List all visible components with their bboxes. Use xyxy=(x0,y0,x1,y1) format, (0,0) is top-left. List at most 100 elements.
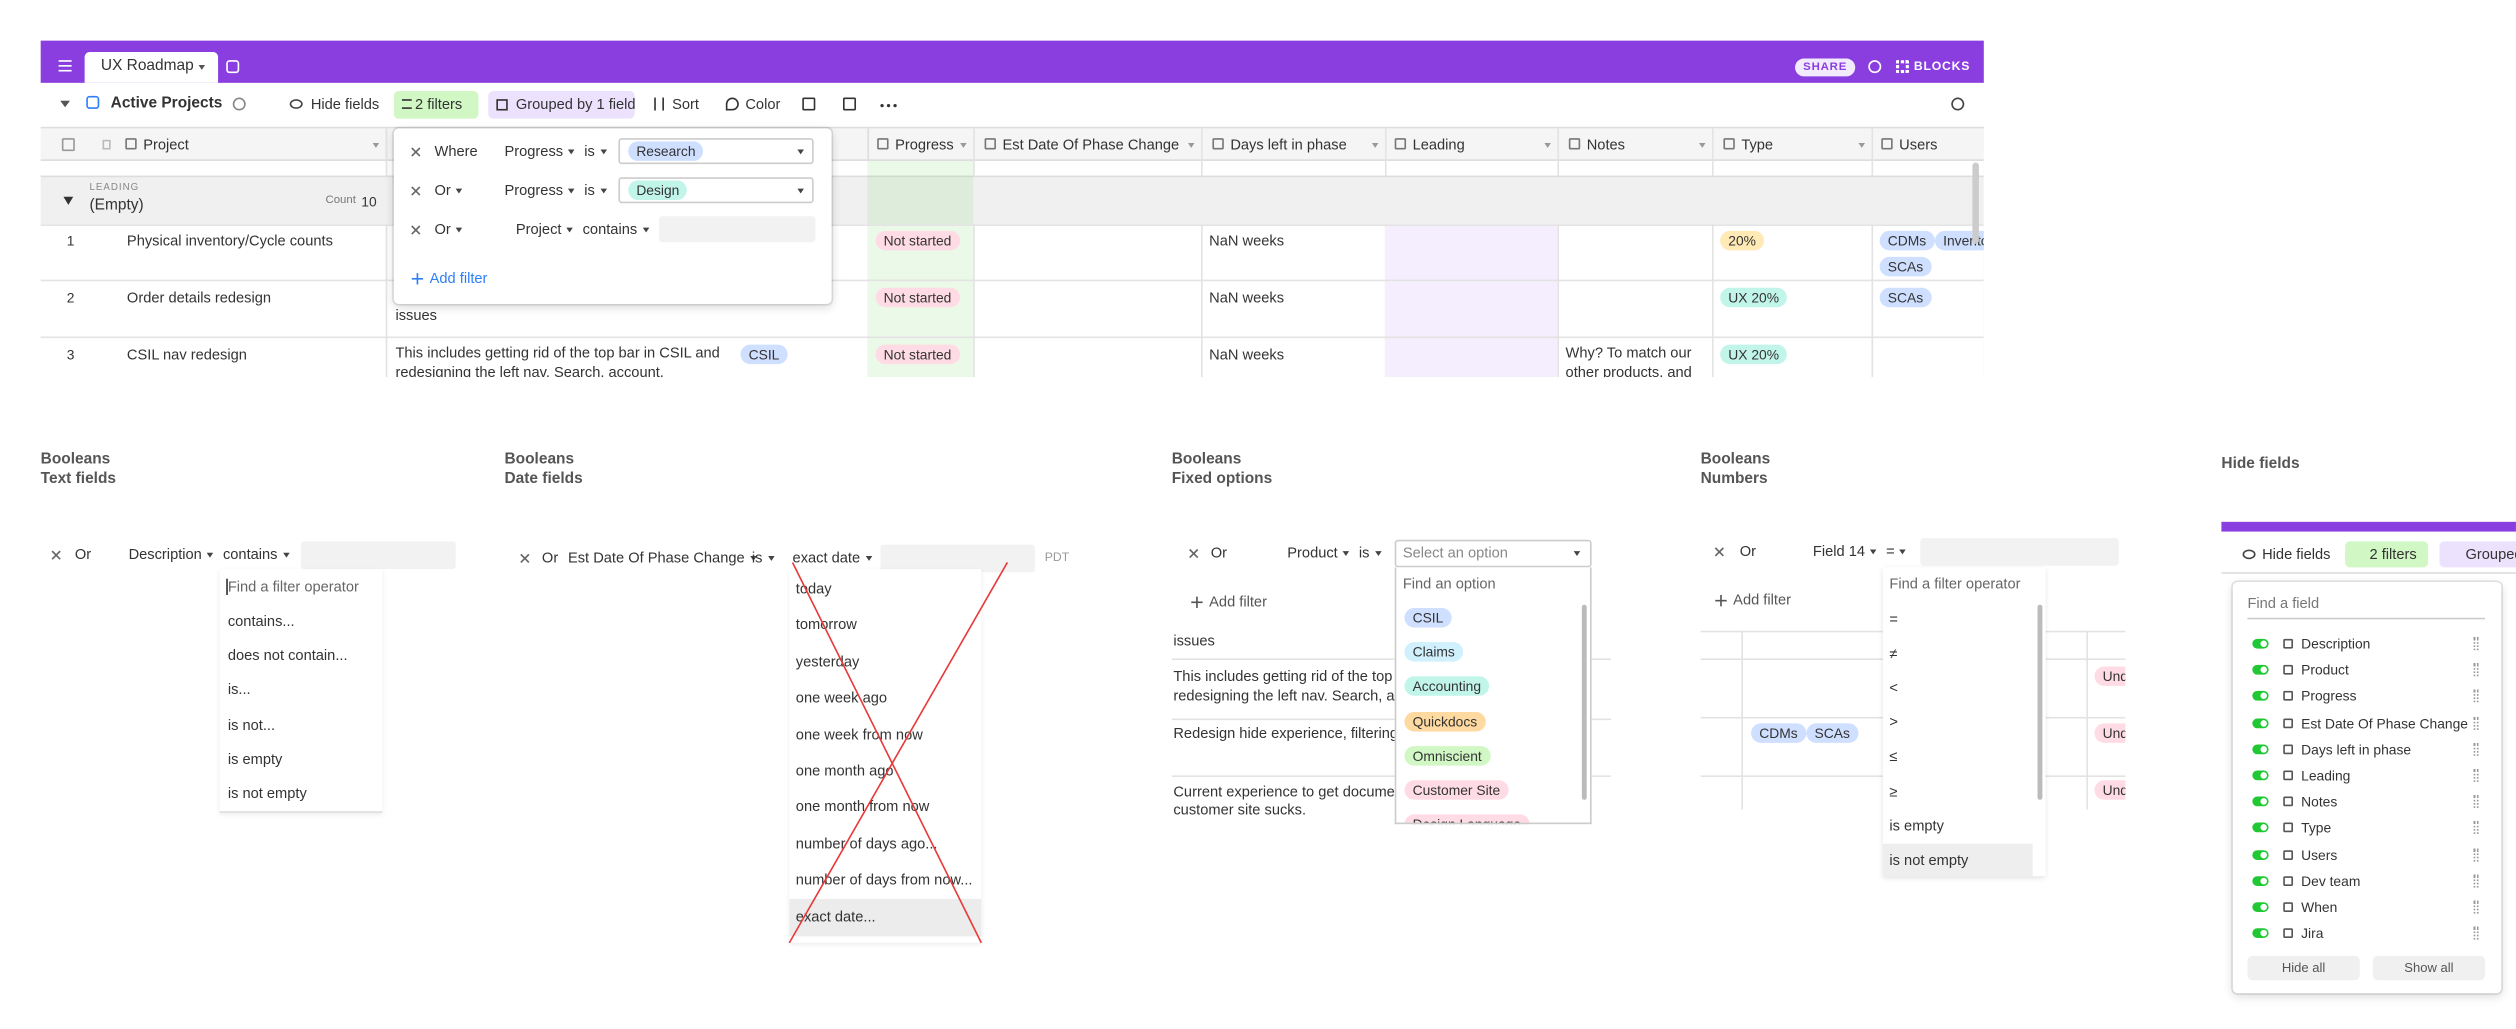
filter-value-input[interactable] xyxy=(1920,538,2119,566)
grouped-pill[interactable] xyxy=(2439,541,2516,568)
date-option[interactable]: one month from now xyxy=(795,798,930,816)
filter-conjunction[interactable]: Or xyxy=(1210,544,1228,561)
add-filter[interactable]: Add filter xyxy=(429,269,488,287)
field-name[interactable]: Jira xyxy=(2301,925,2324,942)
field-name[interactable]: Days left in phase xyxy=(2301,740,2412,758)
filter-conjunction[interactable]: Or xyxy=(434,182,451,199)
date-option[interactable]: exact date... xyxy=(795,908,876,925)
grouped-pill[interactable] xyxy=(488,91,635,119)
date-option[interactable]: one week from now xyxy=(795,725,923,743)
filter-operator[interactable]: is xyxy=(584,143,595,160)
filter-value-box[interactable] xyxy=(618,177,814,204)
hide-fields-button[interactable]: Hide fields xyxy=(310,95,380,113)
column-header[interactable]: Progress xyxy=(895,136,954,153)
date-option[interactable]: number of days ago... xyxy=(795,835,938,852)
operator-option[interactable]: is empty xyxy=(227,750,283,767)
field-name[interactable]: Notes xyxy=(2301,793,2338,810)
filter-value-box[interactable] xyxy=(618,138,814,165)
column-header[interactable]: Days left in phase xyxy=(1230,136,1347,153)
operator-search[interactable]: Find a filter operator xyxy=(227,578,359,595)
date-option[interactable]: today xyxy=(795,580,832,597)
hide-all-button[interactable]: Hide all xyxy=(2247,955,2360,981)
add-filter[interactable]: Add filter xyxy=(1209,593,1267,610)
operator-option[interactable]: ≥ xyxy=(1889,782,1898,799)
field-name[interactable]: Leading xyxy=(2301,767,2351,784)
field-name[interactable]: Users xyxy=(2301,846,2338,863)
filter-field[interactable]: Est Date Of Phase Change xyxy=(567,549,745,566)
operator-option[interactable]: > xyxy=(1889,714,1898,731)
field-name[interactable]: Type xyxy=(2301,819,2332,837)
blocks-button[interactable]: BLOCKS xyxy=(1913,58,1971,74)
filter-field[interactable]: Description xyxy=(128,546,202,563)
filter-field[interactable]: Progress xyxy=(504,182,564,199)
hide-fields-button[interactable]: Hide fields xyxy=(2262,546,2331,563)
filters-button[interactable]: 2 filters xyxy=(2369,546,2417,563)
field-name[interactable]: Product xyxy=(2301,661,2349,679)
filter-conjunction[interactable]: Or xyxy=(74,546,92,563)
date-option[interactable]: one month ago xyxy=(795,762,894,779)
operator-option[interactable]: ≠ xyxy=(1889,645,1898,662)
add-filter[interactable]: Add filter xyxy=(1733,591,1792,608)
filter-field[interactable]: Field 14 xyxy=(1812,542,1866,560)
operator-option[interactable]: does not contain... xyxy=(227,647,348,664)
date-mode[interactable]: exact date xyxy=(792,549,861,566)
filter-field[interactable]: Project xyxy=(515,221,562,238)
column-header[interactable]: Project xyxy=(143,136,189,153)
date-option[interactable]: tomorrow xyxy=(795,616,857,633)
date-option[interactable]: one week ago xyxy=(795,689,888,706)
operator-option[interactable]: is not... xyxy=(227,716,276,733)
column-header[interactable]: Est Date Of Phase Change xyxy=(1002,136,1180,153)
field-name[interactable]: Description xyxy=(2301,635,2371,652)
filter-value-input[interactable] xyxy=(659,216,816,243)
sort-button[interactable]: Sort xyxy=(672,95,699,113)
filter-conjunction[interactable]: Or xyxy=(1739,542,1756,560)
field-search[interactable]: Find a field xyxy=(2247,594,2320,612)
filters-pill[interactable] xyxy=(2345,541,2429,568)
column-header[interactable]: Leading xyxy=(1412,136,1465,153)
grouped-button[interactable]: Grouped by 1 field xyxy=(515,95,636,113)
color-button[interactable]: Color xyxy=(745,95,781,113)
operator-option[interactable]: is empty xyxy=(1889,817,1944,834)
caret xyxy=(1899,549,1906,555)
operator-option[interactable]: ≤ xyxy=(1889,748,1898,765)
operator-option[interactable]: = xyxy=(1889,611,1898,628)
filters-pill[interactable] xyxy=(393,91,479,119)
operator-option[interactable]: < xyxy=(1889,679,1898,697)
column-header[interactable]: Notes xyxy=(1586,136,1625,153)
grouped-button[interactable]: Grouped by 1 field xyxy=(2465,546,2516,563)
filter-field[interactable]: Progress xyxy=(504,143,564,160)
date-option[interactable]: yesterday xyxy=(795,653,860,670)
select-box[interactable] xyxy=(1394,539,1592,568)
field-name[interactable]: Dev team xyxy=(2301,872,2361,889)
share-button[interactable]: SHARE xyxy=(1795,58,1856,77)
filter-value-input[interactable] xyxy=(301,541,456,569)
filter-operator[interactable]: contains xyxy=(582,221,638,238)
filters-button[interactable]: 2 filters xyxy=(414,95,463,113)
operator-option[interactable]: is not empty xyxy=(1889,851,1969,868)
filter-operator[interactable]: is xyxy=(584,182,595,199)
show-all-button[interactable]: Show all xyxy=(2372,955,2486,981)
product-chip: CSIL xyxy=(740,344,788,365)
view-name[interactable]: Active Projects xyxy=(110,94,223,113)
base-tab[interactable] xyxy=(84,52,219,83)
column-caret xyxy=(1858,143,1866,148)
date-option[interactable]: number of days from now... xyxy=(795,871,973,888)
field-name[interactable]: Est Date Of Phase Change xyxy=(2301,714,2469,731)
operator-option[interactable]: is... xyxy=(227,681,251,699)
option-search[interactable]: Find an option xyxy=(1402,575,1496,592)
filter-conjunction[interactable]: Or xyxy=(541,549,559,566)
field-name[interactable]: Progress xyxy=(2301,688,2357,705)
filter-conjunction[interactable]: Where xyxy=(434,143,478,160)
filter-operator[interactable]: is xyxy=(751,549,763,566)
operator-option[interactable]: contains... xyxy=(227,612,295,630)
filter-conjunction[interactable]: Or xyxy=(434,221,451,238)
column-header[interactable]: Users xyxy=(1899,136,1938,153)
filter-field[interactable]: Product xyxy=(1287,544,1338,561)
filter-operator[interactable]: = xyxy=(1886,542,1895,560)
filter-operator[interactable]: is xyxy=(1358,544,1370,561)
operator-search[interactable]: Find a filter operator xyxy=(1889,575,2021,592)
operator-option[interactable]: is not empty xyxy=(227,785,307,802)
filter-operator[interactable]: contains xyxy=(222,546,278,563)
field-name[interactable]: When xyxy=(2301,898,2338,916)
column-header[interactable]: Type xyxy=(1741,136,1774,153)
